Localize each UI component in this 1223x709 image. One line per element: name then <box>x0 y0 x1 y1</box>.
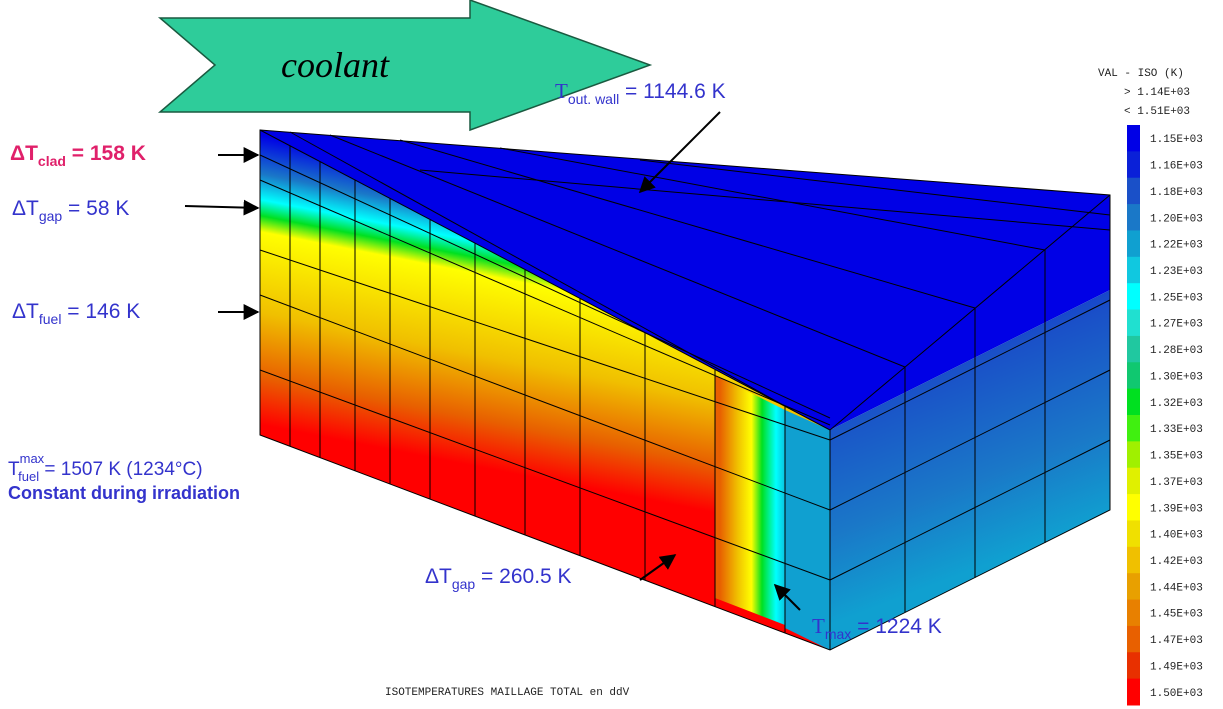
legend-label: 1.28E+03 <box>1150 345 1203 357</box>
legend-swatch <box>1127 257 1140 284</box>
legend-swatch <box>1127 178 1140 205</box>
caption: ISOTEMPERATURES MAILLAGE TOTAL en ddV <box>385 687 630 699</box>
legend-label: 1.27E+03 <box>1150 319 1203 331</box>
legend-swatch <box>1127 310 1140 337</box>
legend-label: 1.42E+03 <box>1150 556 1203 568</box>
legend-swatch <box>1127 204 1140 231</box>
legend-label: 1.16E+03 <box>1150 161 1203 173</box>
legend-swatch <box>1127 125 1140 152</box>
legend-label: 1.40E+03 <box>1150 530 1203 542</box>
legend-label: 1.50E+03 <box>1150 688 1203 700</box>
legend-swatch <box>1127 362 1140 389</box>
legend-label: 1.18E+03 <box>1150 187 1203 199</box>
legend-swatch <box>1127 230 1140 257</box>
legend-swatch <box>1127 652 1140 679</box>
legend-label: 1.44E+03 <box>1150 582 1203 594</box>
dt-fuel: ΔTfuel = 146 K <box>12 300 140 327</box>
legend-label: 1.39E+03 <box>1150 503 1203 515</box>
legend-label: 1.45E+03 <box>1150 609 1203 621</box>
legend-label: 1.49E+03 <box>1150 661 1203 673</box>
legend-label: 1.15E+03 <box>1150 134 1203 146</box>
legend-swatch <box>1127 679 1140 706</box>
legend-label: 1.20E+03 <box>1150 213 1203 225</box>
dt-gap-bottom: ΔTgap = 260.5 K <box>425 565 572 592</box>
legend-swatch <box>1127 283 1140 310</box>
dt-gap-top: ΔTgap = 58 K <box>12 197 129 224</box>
legend-swatch <box>1127 151 1140 178</box>
legend-swatch <box>1127 626 1140 653</box>
legend: VAL - ISO (K) > 1.14E+03 < 1.51E+03 1.15… <box>1098 68 1203 706</box>
legend-swatch <box>1127 547 1140 574</box>
legend-label: 1.23E+03 <box>1150 266 1203 278</box>
legend-label: 1.33E+03 <box>1150 424 1203 436</box>
legend-swatch <box>1127 336 1140 363</box>
legend-label: 1.35E+03 <box>1150 451 1203 463</box>
legend-min: < 1.51E+03 <box>1124 106 1190 118</box>
legend-max: > 1.14E+03 <box>1124 87 1190 99</box>
arrow-label: coolant <box>281 45 390 85</box>
legend-label: 1.37E+03 <box>1150 477 1203 489</box>
coolant-arrow: coolant <box>160 0 650 130</box>
legend-label: 1.30E+03 <box>1150 371 1203 383</box>
legend-swatch <box>1127 520 1140 547</box>
legend-swatch <box>1127 441 1140 468</box>
legend-swatch <box>1127 389 1140 416</box>
legend-label: 1.22E+03 <box>1150 240 1203 252</box>
t-max-fuel-note: Constant during irradiation <box>8 483 240 503</box>
legend-title: VAL - ISO (K) <box>1098 68 1184 80</box>
legend-swatch <box>1127 468 1140 495</box>
legend-label: 1.32E+03 <box>1150 398 1203 410</box>
legend-label: 1.47E+03 <box>1150 635 1203 647</box>
legend-swatch <box>1127 415 1140 442</box>
legend-label: 1.25E+03 <box>1150 292 1203 304</box>
figure: coolant ΔTclad = 158 K ΔTgap = 58 K ΔTfu… <box>0 0 1223 709</box>
mesh-block <box>260 130 1110 650</box>
dt-clad: ΔTclad = 158 K <box>10 142 146 169</box>
legend-swatch <box>1127 573 1140 600</box>
legend-swatch <box>1127 600 1140 627</box>
legend-swatch <box>1127 494 1140 521</box>
